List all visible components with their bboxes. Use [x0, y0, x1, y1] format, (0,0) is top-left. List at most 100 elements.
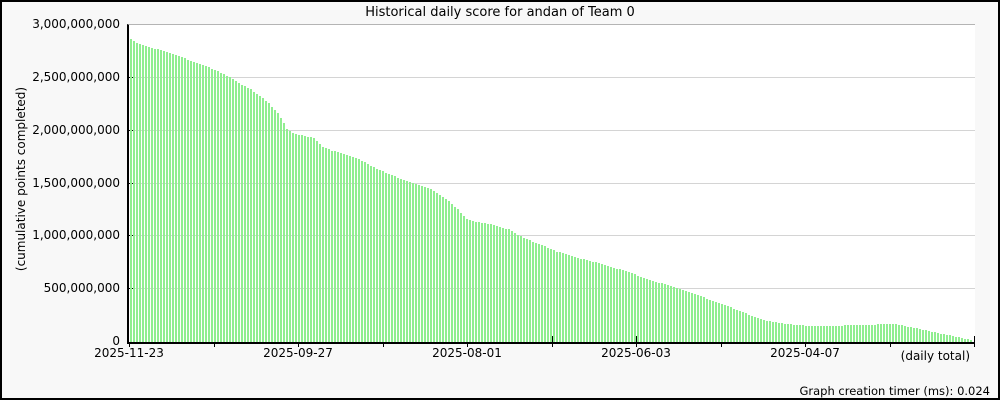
daily-score-bar [955, 337, 957, 342]
daily-score-bar [733, 309, 735, 342]
daily-score-bar [169, 53, 171, 342]
daily-score-bar [637, 276, 639, 342]
daily-score-bar [673, 287, 675, 342]
daily-score-bar [370, 166, 372, 342]
y-tick-label: 2,000,000,000 [32, 123, 120, 137]
daily-score-bar [841, 326, 843, 342]
daily-score-bar [241, 85, 243, 342]
daily-score-bar [847, 325, 849, 342]
x-tick-label: 2025-11-23 [94, 346, 164, 360]
daily-score-bar [457, 209, 459, 342]
x-tick-label: 2025-04-07 [770, 346, 840, 360]
daily-score-bar [343, 154, 345, 342]
daily-score-bar [865, 325, 867, 342]
daily-score-bar [514, 233, 516, 342]
daily-score-bar [760, 319, 762, 342]
x-tick-label: 2025-08-01 [432, 346, 502, 360]
daily-score-bar [592, 262, 594, 342]
daily-score-bar [229, 77, 231, 342]
daily-score-bar [727, 306, 729, 342]
daily-score-bar [505, 229, 507, 342]
daily-score-bar [394, 176, 396, 342]
daily-score-bar [259, 96, 261, 342]
daily-score-bar [451, 204, 453, 342]
daily-score-bar [775, 322, 777, 342]
daily-score-bar [730, 307, 732, 342]
daily-score-bar [526, 239, 528, 342]
daily-score-bar [352, 157, 354, 342]
x-axis-tick-outer [636, 343, 637, 347]
daily-score-bar [883, 324, 885, 342]
daily-score-bar [268, 103, 270, 342]
x-axis-tick-outer [721, 343, 722, 347]
daily-score-bar [970, 340, 972, 342]
daily-score-bar [595, 262, 597, 342]
x-axis-tick-outer [383, 343, 384, 347]
graph-creation-timer: Graph creation timer (ms): 0.024 [799, 384, 990, 398]
daily-score-bar [946, 335, 948, 342]
daily-score-bar [403, 180, 405, 342]
daily-score-bar [157, 49, 159, 342]
daily-score-bar [559, 252, 561, 342]
daily-score-bar [562, 253, 564, 342]
x-axis-tick [636, 336, 637, 342]
daily-score-bar [172, 54, 174, 342]
daily-score-bar [589, 261, 591, 342]
daily-score-bar [304, 136, 306, 342]
x-tick-label: 2025-06-03 [601, 346, 671, 360]
daily-score-bar [904, 326, 906, 342]
daily-score-bar [895, 324, 897, 342]
y-tick-label: 1,500,000,000 [32, 176, 120, 190]
daily-score-bar [283, 123, 285, 342]
daily-score-bar [523, 238, 525, 342]
daily-score-bar [136, 43, 138, 342]
daily-score-bar [151, 48, 153, 342]
daily-score-bar [745, 313, 747, 342]
daily-score-bar [430, 189, 432, 342]
daily-score-bar [925, 330, 927, 342]
daily-score-bar [913, 328, 915, 342]
daily-score-bar [373, 167, 375, 342]
daily-score-bar [634, 274, 636, 342]
daily-score-bar [142, 45, 144, 342]
daily-score-bar [511, 231, 513, 342]
daily-score-bar [619, 269, 621, 342]
daily-score-bar [742, 312, 744, 342]
daily-score-bar [943, 334, 945, 342]
daily-score-bar [367, 164, 369, 342]
daily-score-bar [295, 134, 297, 342]
x-axis-tick-outer [552, 343, 553, 347]
x-tick-label: 2025-09-27 [263, 346, 333, 360]
daily-score-bar [466, 219, 468, 342]
daily-score-bar [571, 256, 573, 342]
daily-score-bar [622, 270, 624, 342]
daily-score-bar [640, 277, 642, 342]
daily-score-bar [832, 326, 834, 342]
daily-score-bar [817, 326, 819, 342]
daily-score-bar [484, 223, 486, 342]
daily-score-bar [331, 151, 333, 342]
daily-score-bar [415, 184, 417, 342]
daily-score-bar [802, 325, 804, 342]
daily-score-bar [880, 324, 882, 342]
daily-score-bar [910, 327, 912, 342]
daily-score-bar [601, 264, 603, 342]
daily-score-bar [547, 248, 549, 342]
daily-score-bar [922, 330, 924, 342]
daily-score-bar [301, 135, 303, 342]
daily-score-bar [400, 179, 402, 342]
daily-score-bar [271, 107, 273, 342]
daily-score-bar [538, 244, 540, 342]
daily-score-bar [277, 113, 279, 342]
daily-score-bar [751, 316, 753, 342]
daily-score-bar [292, 133, 294, 342]
daily-score-bar [703, 297, 705, 342]
daily-score-bar [319, 144, 321, 342]
y-tick-label: 2,500,000,000 [32, 70, 120, 84]
daily-score-bar [175, 55, 177, 342]
daily-score-bar [265, 101, 267, 342]
x-axis-tick-outer [129, 343, 130, 347]
daily-score-bar [586, 260, 588, 342]
daily-score-bar [487, 224, 489, 342]
